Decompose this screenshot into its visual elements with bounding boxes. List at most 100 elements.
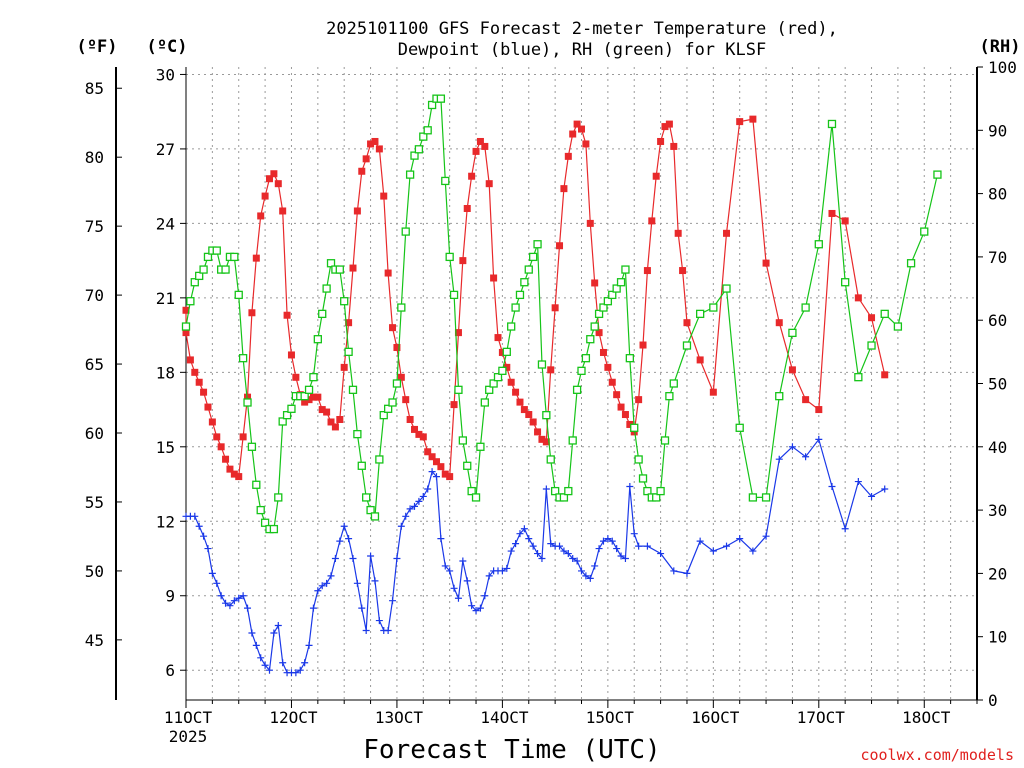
x-tick-label: 12OCT <box>269 708 318 727</box>
data-point <box>709 303 718 312</box>
data-point <box>472 607 480 615</box>
chart-title-line-2: Dewpoint (blue), RH (green) for KLSF <box>398 40 766 60</box>
data-point <box>635 396 643 404</box>
chart-title-line-1: 2025101100 GFS Forecast 2-meter Temperat… <box>326 19 838 39</box>
data-point <box>525 411 533 419</box>
data-point <box>612 284 621 293</box>
data-point <box>463 461 472 470</box>
data-point <box>516 398 524 406</box>
data-point <box>323 408 331 416</box>
data-point <box>261 192 269 200</box>
data-point <box>546 455 555 464</box>
data-point <box>195 271 204 281</box>
data-point <box>314 587 322 595</box>
data-point <box>247 442 257 451</box>
data-point <box>326 259 336 268</box>
celsius-tick-label: 12 <box>156 512 175 531</box>
data-point <box>568 436 577 445</box>
data-point <box>213 433 221 441</box>
data-point <box>459 557 467 565</box>
data-point <box>256 505 265 515</box>
data-point <box>880 309 889 319</box>
data-point <box>660 436 670 445</box>
data-point <box>358 604 366 612</box>
data-point <box>841 278 850 287</box>
data-point <box>467 486 476 496</box>
data-point <box>304 385 314 394</box>
data-point <box>244 604 252 612</box>
x-tick-label: 15OCT <box>586 708 635 727</box>
data-point <box>679 267 687 275</box>
data-point <box>463 577 471 585</box>
data-point <box>515 290 525 300</box>
data-point <box>476 442 485 451</box>
data-point <box>362 626 370 634</box>
rh-tick-label: 70 <box>988 248 1007 267</box>
data-point <box>656 486 665 496</box>
data-point <box>428 453 436 461</box>
series-layer <box>181 94 942 677</box>
data-point <box>661 123 669 131</box>
data-point <box>208 418 216 426</box>
data-point <box>428 468 436 476</box>
data-point <box>340 297 349 306</box>
data-point <box>670 142 678 150</box>
series-temperature <box>182 115 889 481</box>
data-point <box>279 659 287 667</box>
data-point <box>657 550 665 558</box>
data-point <box>260 518 270 527</box>
data-point <box>490 274 498 282</box>
data-point <box>383 404 393 413</box>
rh-tick-label: 80 <box>988 185 1007 204</box>
data-point <box>542 438 550 446</box>
data-point <box>419 433 427 441</box>
data-point <box>674 229 682 237</box>
data-point <box>195 378 203 386</box>
data-point <box>683 319 691 327</box>
data-point <box>670 567 678 575</box>
data-point <box>608 290 617 300</box>
data-point <box>564 152 572 160</box>
data-point <box>190 278 199 287</box>
data-point <box>243 398 252 407</box>
data-point <box>217 592 225 600</box>
data-point <box>314 393 322 401</box>
data-point <box>696 309 705 319</box>
data-point <box>389 324 397 332</box>
chart-title: 2025101100 GFS Forecast 2-meter Temperat… <box>326 19 838 60</box>
data-point <box>735 423 744 432</box>
data-point <box>507 378 515 386</box>
data-point <box>643 542 651 550</box>
data-point <box>933 170 942 179</box>
data-point <box>595 329 603 337</box>
data-point <box>635 542 643 550</box>
data-point <box>367 552 375 560</box>
data-point <box>335 265 344 274</box>
data-point <box>652 172 660 180</box>
data-point <box>362 155 370 163</box>
celsius-tick-label: 30 <box>156 65 175 84</box>
data-point <box>301 659 309 667</box>
data-point <box>270 170 278 178</box>
rh-tick-label: 10 <box>988 628 1007 647</box>
data-point <box>827 119 837 129</box>
data-point <box>920 227 929 236</box>
data-point <box>560 185 568 193</box>
data-point <box>802 396 810 404</box>
data-point <box>669 379 678 388</box>
data-point <box>238 354 248 363</box>
data-point <box>723 542 731 550</box>
data-point <box>665 120 673 128</box>
data-point <box>410 151 419 160</box>
data-point <box>415 430 423 438</box>
credit-link[interactable]: coolwx.com/models <box>860 746 1014 764</box>
data-point <box>411 425 419 433</box>
x-axis-title: Forecast Time (UTC) <box>363 735 660 765</box>
series-relative-humidity <box>181 94 942 534</box>
fahrenheit-tick-label: 45 <box>85 631 104 650</box>
data-point <box>230 252 239 262</box>
data-point <box>212 246 221 255</box>
data-point <box>525 535 533 543</box>
data-point <box>569 130 577 138</box>
data-point <box>265 666 273 674</box>
